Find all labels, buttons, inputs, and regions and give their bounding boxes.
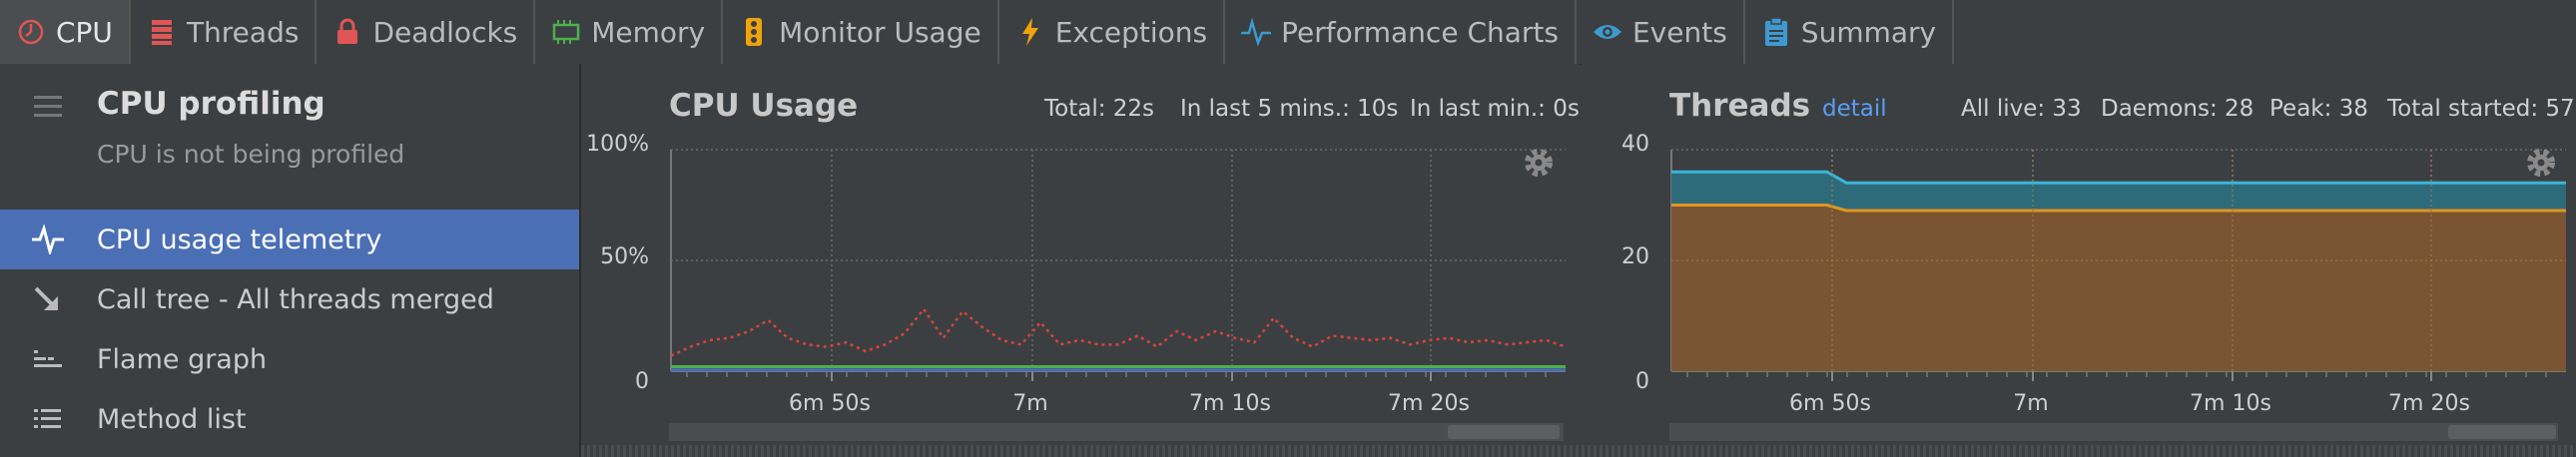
threads-detail-link[interactable]: detail xyxy=(1822,96,1887,122)
nav-item-label: Method list xyxy=(97,403,247,435)
cpu-chart-scrollbar[interactable] xyxy=(669,423,1564,441)
cpu-usage-title: CPU Usage xyxy=(669,88,859,124)
threads-icon xyxy=(147,17,177,47)
tab-label: CPU xyxy=(56,15,113,49)
scrollbar-thumb[interactable] xyxy=(1448,425,1560,439)
tab-cpu[interactable]: CPU xyxy=(0,0,131,64)
nav-item-label: Flame graph xyxy=(97,343,268,375)
clipboard-icon xyxy=(1761,17,1791,47)
y-tick-label: 0 xyxy=(1635,369,1649,394)
x-tick-label: 7m 20s xyxy=(2388,391,2470,416)
cpu-usage-panel: CPU Usage Total: 22s In last 5 mins.: 10… xyxy=(581,64,1580,457)
cpu-chart-settings-icon[interactable] xyxy=(1522,146,1556,180)
x-tick-label: 7m 10s xyxy=(1189,391,1271,416)
tab-exceptions[interactable]: Exceptions xyxy=(999,0,1226,64)
tab-monitor-usage[interactable]: Monitor Usage xyxy=(723,0,999,64)
view-list: CPU usage telemetry Call tree - All thre… xyxy=(0,210,579,449)
threads-chart-scrollbar[interactable] xyxy=(1669,423,2558,441)
nav-item-call-tree[interactable]: Call tree - All threads merged xyxy=(0,269,579,329)
cpu-last1-stat: In last min.: 0s xyxy=(1410,96,1580,122)
cpu-usage-chart xyxy=(670,149,1566,381)
threads-daemons-stat: Daemons: 28 xyxy=(2101,96,2254,122)
threads-peak-stat: Peak: 38 xyxy=(2269,96,2368,122)
hamburger-menu-icon[interactable] xyxy=(34,94,64,118)
memory-chip-icon xyxy=(551,17,581,47)
tab-memory[interactable]: Memory xyxy=(535,0,724,64)
threads-chart xyxy=(1670,149,2566,381)
y-tick-label: 20 xyxy=(1621,244,1649,269)
y-tick-label: 100% xyxy=(586,132,649,157)
y-tick-label: 40 xyxy=(1621,132,1649,157)
series-line-0 xyxy=(1671,170,2566,185)
y-tick-label: 0 xyxy=(635,369,649,394)
eye-icon xyxy=(1593,17,1622,47)
cpu-last5-stat: In last 5 mins.: 10s xyxy=(1180,96,1399,122)
view-tab-bar: CPU Threads Deadlocks Memory Monitor Usage Ex… xyxy=(0,0,2576,65)
tab-label: Memory xyxy=(591,15,706,49)
tab-deadlocks[interactable]: Deadlocks xyxy=(317,0,536,64)
arrow-down-right-icon xyxy=(32,284,64,314)
clock-icon xyxy=(16,17,46,47)
threads-panel: Threads detail All live: 33 Daemons: 28 … xyxy=(1582,64,2576,457)
tab-label: Deadlocks xyxy=(372,15,518,49)
section-subtitle: CPU is not being profiled xyxy=(97,140,405,169)
threads-all-live-stat: All live: 33 xyxy=(1961,96,2082,122)
lock-icon xyxy=(332,17,362,47)
pulse-icon xyxy=(32,225,64,254)
list-icon xyxy=(32,404,64,434)
nav-item-flame-graph[interactable]: Flame graph xyxy=(0,329,579,389)
flame-graph-icon xyxy=(32,344,64,374)
cpu-profiling-header: CPU profiling CPU is not being profiled xyxy=(0,64,579,204)
x-tick-label: 6m 50s xyxy=(1789,391,1871,416)
nav-item-label: Call tree - All threads merged xyxy=(97,283,494,315)
nav-item-label: CPU usage telemetry xyxy=(97,224,382,255)
pulse-icon xyxy=(1241,17,1272,47)
tab-events[interactable]: Events xyxy=(1577,0,1745,64)
threads-title: Threads xyxy=(1669,88,1811,124)
x-tick-label: 7m xyxy=(2013,391,2049,416)
tab-label: Exceptions xyxy=(1054,15,1208,49)
x-tick-label: 7m 10s xyxy=(2190,391,2271,416)
nav-item-cpu-usage-telemetry[interactable]: CPU usage telemetry xyxy=(0,210,579,269)
threads-started-stat: Total started: 57 xyxy=(2387,96,2575,122)
tab-label: Performance Charts xyxy=(1281,15,1559,49)
tab-label: Threads xyxy=(186,15,300,49)
area-fill-series-1 xyxy=(1671,205,2566,371)
bottom-resize-strip[interactable] xyxy=(581,445,2576,457)
x-tick-label: 6m 50s xyxy=(789,391,871,416)
series-line-0 xyxy=(670,306,1566,357)
x-tick-label: 7m xyxy=(1012,391,1048,416)
scrollbar-thumb[interactable] xyxy=(2448,425,2556,439)
series-line-1 xyxy=(1671,204,2566,213)
tab-summary[interactable]: Summary xyxy=(1745,0,1955,64)
y-tick-label: 50% xyxy=(600,244,649,269)
sidebar: CPU profiling CPU is not being profiled … xyxy=(0,64,581,457)
tab-label: Monitor Usage xyxy=(779,15,981,49)
threads-chart-settings-icon[interactable] xyxy=(2524,146,2558,180)
traffic-light-icon xyxy=(739,17,769,47)
nav-item-method-list[interactable]: Method list xyxy=(0,389,579,449)
lightning-icon xyxy=(1015,17,1045,47)
cpu-total-stat: Total: 22s xyxy=(1044,96,1155,122)
tab-label: Events xyxy=(1631,15,1727,49)
section-title: CPU profiling xyxy=(97,86,325,122)
tab-label: Summary xyxy=(1800,15,1937,49)
x-tick-label: 7m 20s xyxy=(1388,391,1470,416)
tab-threads[interactable]: Threads xyxy=(131,0,318,64)
tab-performance-charts[interactable]: Performance Charts xyxy=(1225,0,1577,64)
